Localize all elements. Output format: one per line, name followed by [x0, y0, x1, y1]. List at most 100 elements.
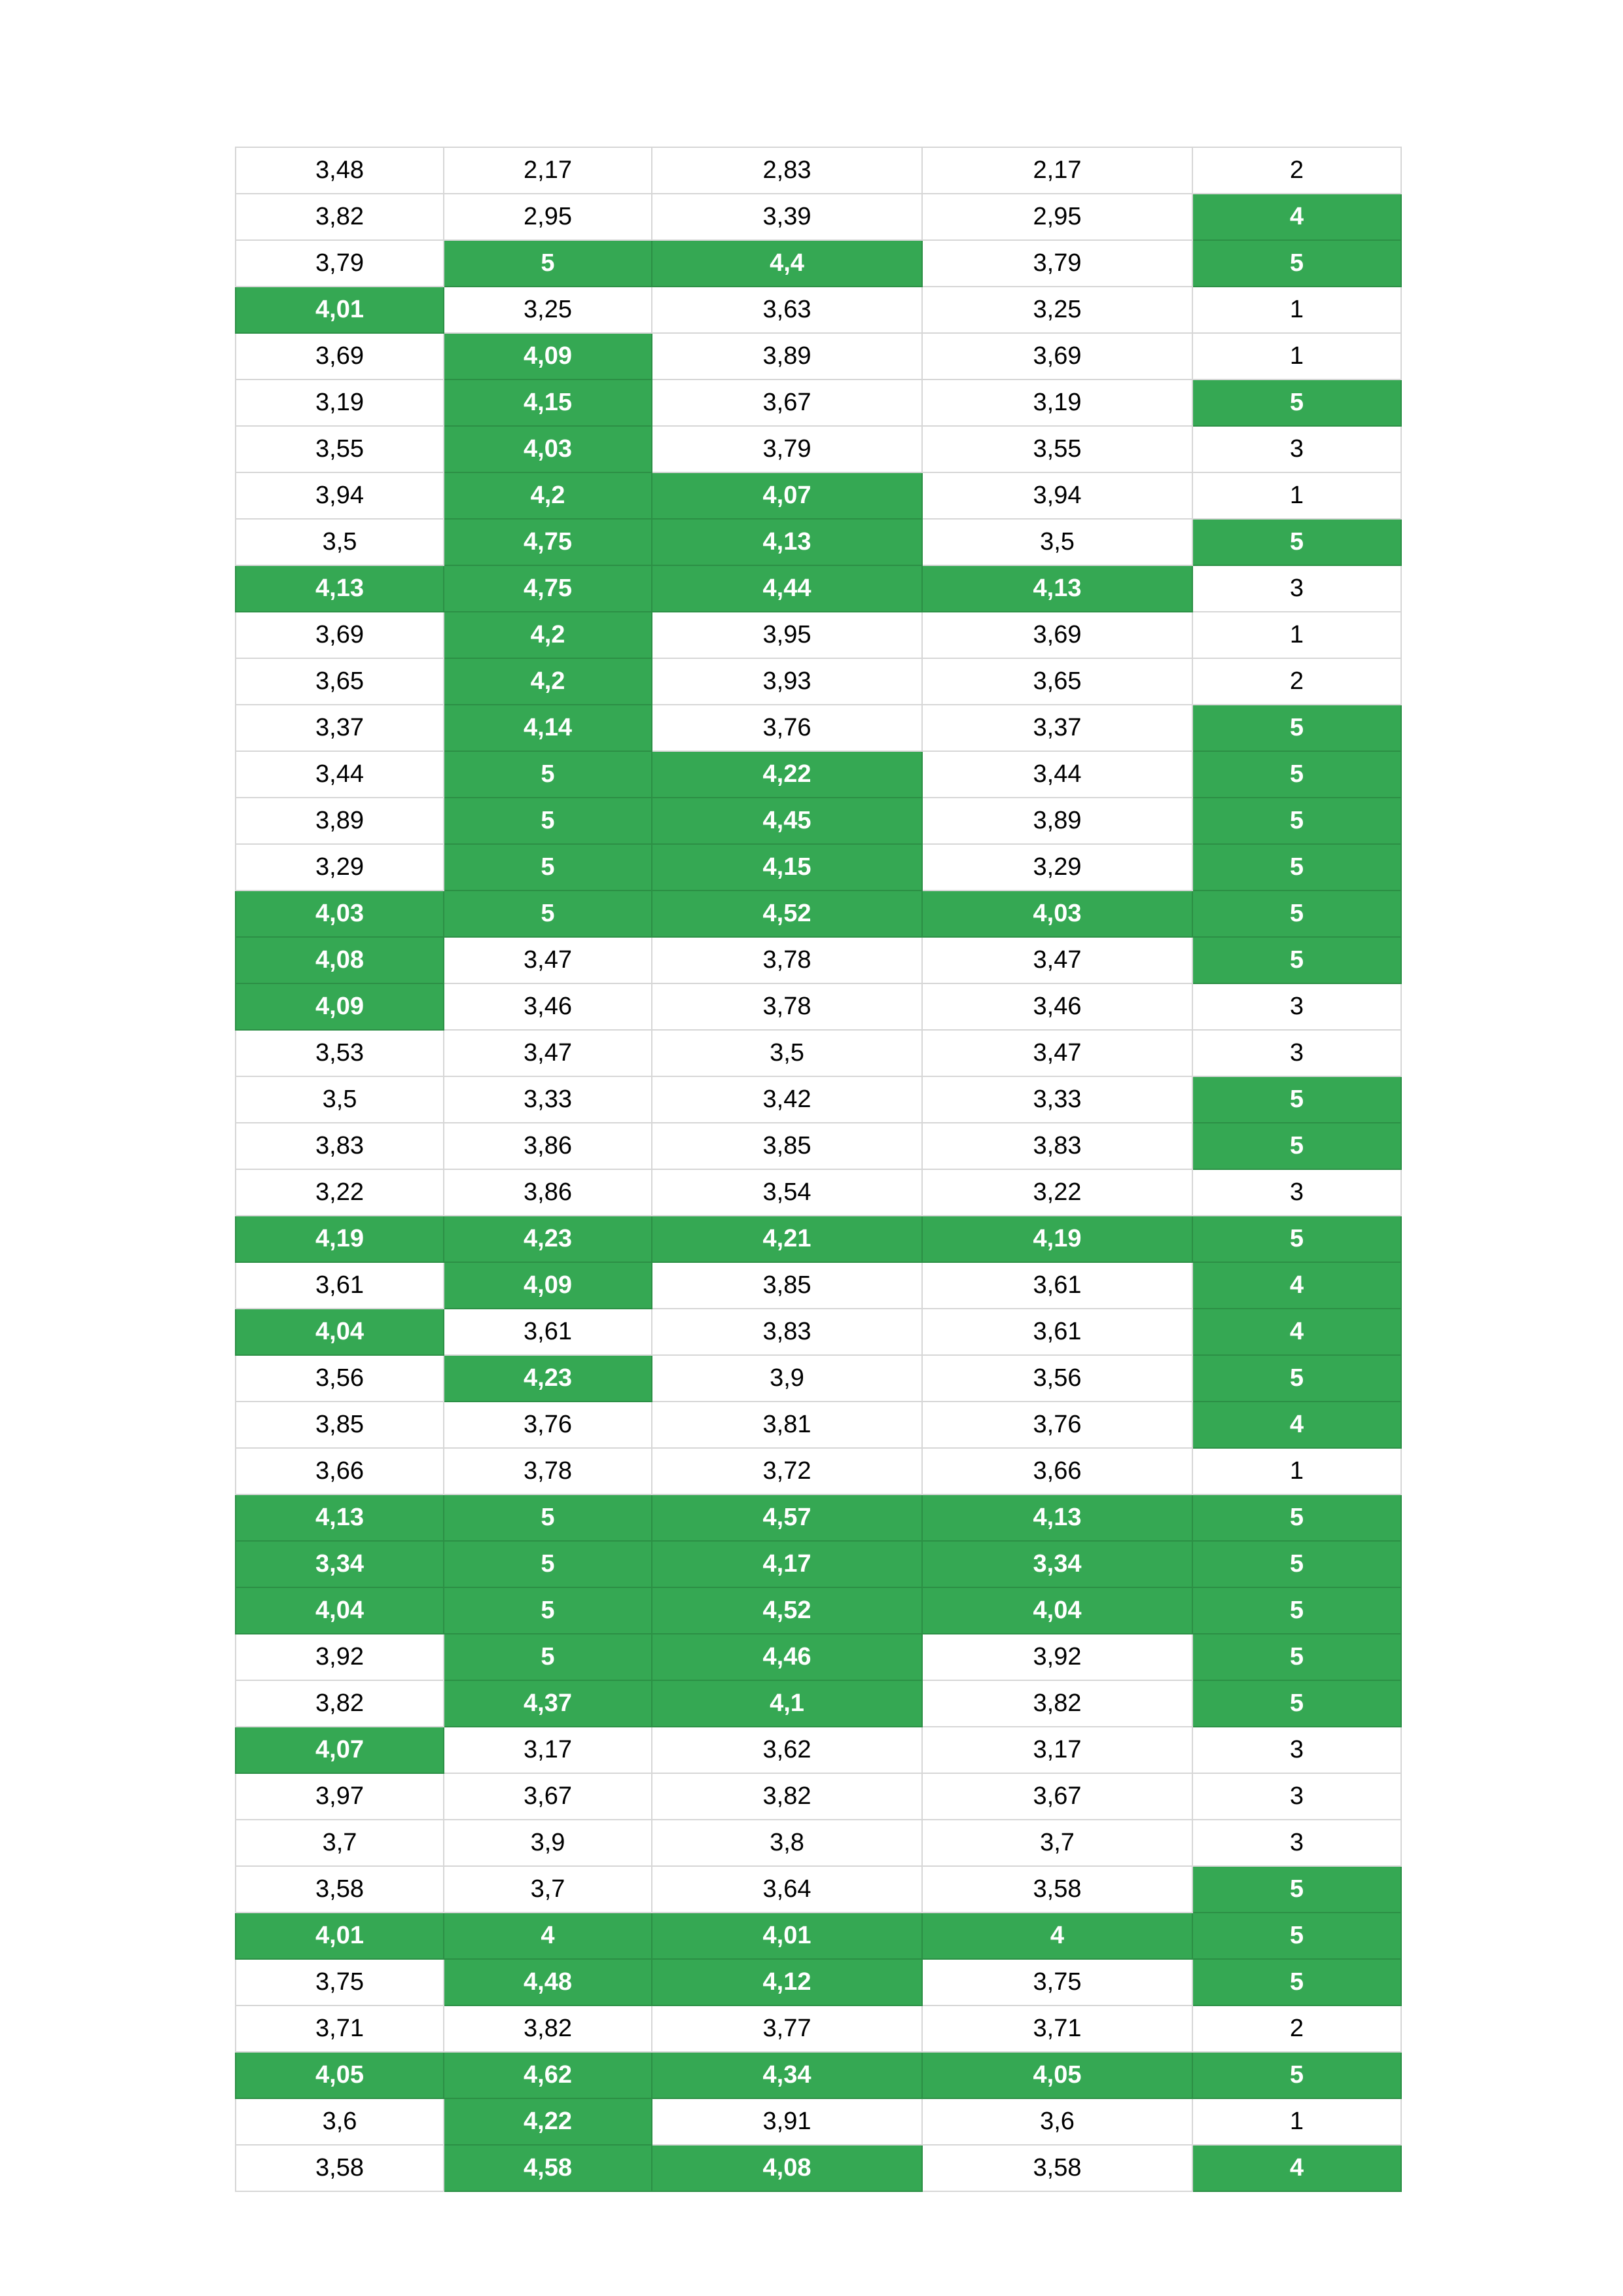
table-row: 3,65 4,2 3,93 3,65 2 [235, 658, 1402, 705]
table-row: 3,37 4,14 3,76 3,37 5 [235, 704, 1402, 752]
table-row: 3,58 4,58 4,08 3,58 4 [235, 2144, 1402, 2192]
table-cell-col-1: 3,7 [235, 1819, 444, 1867]
table-cell-col-4-highlighted: 4,13 [921, 565, 1193, 612]
table-cell-col-4: 3,55 [921, 425, 1193, 473]
table-cell-col-2-highlighted: 4,14 [443, 704, 652, 752]
table-cell-col-2-highlighted: 5 [443, 751, 652, 798]
table-cell-col-2: 3,17 [443, 1726, 652, 1774]
table-cell-col-2: 3,67 [443, 1773, 652, 1820]
table-cell-col-1-highlighted: 4,08 [235, 936, 444, 984]
table-row: 3,61 4,09 3,85 3,61 4 [235, 1262, 1402, 1309]
table-cell-col-5-highlighted: 4 [1192, 1262, 1402, 1309]
table-cell-col-3-highlighted: 4,13 [651, 518, 923, 566]
table-cell-col-3: 3,78 [651, 983, 923, 1031]
table-cell-col-5-highlighted: 5 [1192, 1494, 1402, 1542]
table-cell-col-4-highlighted: 3,34 [921, 1540, 1193, 1588]
table-cell-col-5: 1 [1192, 332, 1402, 380]
table-cell-col-2-highlighted: 4,2 [443, 658, 652, 705]
table-cell-col-3-highlighted: 4,07 [651, 472, 923, 520]
table-cell-col-4: 3,56 [921, 1354, 1193, 1402]
table-cell-col-5: 1 [1192, 472, 1402, 520]
table-cell-col-2-highlighted: 4,09 [443, 332, 652, 380]
table-cell-col-2-highlighted: 5 [443, 1540, 652, 1588]
table-cell-col-5-highlighted: 5 [1192, 797, 1402, 845]
table-cell-col-1-highlighted: 4,19 [235, 1215, 444, 1263]
table-cell-col-3: 3,93 [651, 658, 923, 705]
table-row: 3,85 3,76 3,81 3,76 4 [235, 1401, 1402, 1449]
table-cell-col-3-highlighted: 4,12 [651, 1958, 923, 2006]
table-cell-col-1: 3,65 [235, 658, 444, 705]
table-cell-col-2: 3,7 [443, 1865, 652, 1913]
table-cell-col-3-highlighted: 4,21 [651, 1215, 923, 1263]
table-row: 3,5 4,75 4,13 3,5 5 [235, 518, 1402, 566]
table-cell-col-1: 3,58 [235, 2144, 444, 2192]
table-cell-col-1-highlighted: 4,01 [235, 286, 444, 334]
table-cell-col-1-highlighted: 4,05 [235, 2051, 444, 2099]
table-cell-col-3: 3,67 [651, 379, 923, 427]
table-cell-col-5: 3 [1192, 565, 1402, 612]
table-cell-col-5: 3 [1192, 1029, 1402, 1077]
table-cell-col-2-highlighted: 4,23 [443, 1215, 652, 1263]
table-cell-col-1: 3,37 [235, 704, 444, 752]
table-cell-col-2-highlighted: 4,22 [443, 2098, 652, 2146]
table-cell-col-5-highlighted: 5 [1192, 1122, 1402, 1170]
table-row: 3,44 5 4,22 3,44 5 [235, 751, 1402, 798]
table-row: 3,5 3,33 3,42 3,33 5 [235, 1076, 1402, 1123]
table-row: 3,48 2,17 2,83 2,17 2 [235, 147, 1402, 194]
table-cell-col-1: 3,89 [235, 797, 444, 845]
table-cell-col-1-highlighted: 4,04 [235, 1308, 444, 1356]
table-cell-col-1: 3,85 [235, 1401, 444, 1449]
table-cell-col-5-highlighted: 5 [1192, 1076, 1402, 1123]
table-row: 4,07 3,17 3,62 3,17 3 [235, 1726, 1402, 1774]
table-cell-col-4-highlighted: 4,03 [921, 890, 1193, 938]
table-cell-col-3-highlighted: 4,17 [651, 1540, 923, 1588]
table-row: 3,79 5 4,4 3,79 5 [235, 239, 1402, 287]
table-cell-col-5-highlighted: 5 [1192, 1958, 1402, 2006]
table-cell-col-2-highlighted: 4,23 [443, 1354, 652, 1402]
table-cell-col-3: 3,95 [651, 611, 923, 659]
table-row: 4,03 5 4,52 4,03 5 [235, 890, 1402, 938]
table-cell-col-3: 3,83 [651, 1308, 923, 1356]
table-cell-col-5-highlighted: 5 [1192, 1587, 1402, 1634]
table-cell-col-4: 3,76 [921, 1401, 1193, 1449]
table-cell-col-2-highlighted: 4,75 [443, 518, 652, 566]
table-row: 3,69 4,2 3,95 3,69 1 [235, 611, 1402, 659]
table-cell-col-3: 3,77 [651, 2005, 923, 2053]
table-row: 3,89 5 4,45 3,89 5 [235, 797, 1402, 845]
table-row: 3,82 2,95 3,39 2,95 4 [235, 193, 1402, 241]
table-cell-col-4: 3,58 [921, 1865, 1193, 1913]
table-cell-col-2: 3,86 [443, 1169, 652, 1216]
table-cell-col-4: 3,25 [921, 286, 1193, 334]
table-cell-col-4: 3,66 [921, 1447, 1193, 1495]
table-cell-col-5-highlighted: 5 [1192, 1540, 1402, 1588]
table-cell-col-5-highlighted: 4 [1192, 2144, 1402, 2192]
table-cell-col-2: 3,76 [443, 1401, 652, 1449]
table-cell-col-1-highlighted: 4,01 [235, 1912, 444, 1960]
table-cell-col-2-highlighted: 4,62 [443, 2051, 652, 2099]
table-row: 3,22 3,86 3,54 3,22 3 [235, 1169, 1402, 1216]
table-cell-col-5: 2 [1192, 147, 1402, 194]
table-row: 4,04 5 4,52 4,04 5 [235, 1587, 1402, 1634]
table-cell-col-2-highlighted: 4,37 [443, 1680, 652, 1727]
table-row: 3,69 4,09 3,89 3,69 1 [235, 332, 1402, 380]
table-cell-col-3-highlighted: 4,08 [651, 2144, 923, 2192]
table-cell-col-2-highlighted: 5 [443, 239, 652, 287]
table-cell-col-4: 3,79 [921, 239, 1193, 287]
table-cell-col-4-highlighted: 4,04 [921, 1587, 1193, 1634]
table-cell-col-4-highlighted: 4,13 [921, 1494, 1193, 1542]
table-cell-col-1: 3,92 [235, 1633, 444, 1681]
table-cell-col-5-highlighted: 5 [1192, 704, 1402, 752]
table-cell-col-4: 3,47 [921, 936, 1193, 984]
table-cell-col-1: 3,69 [235, 611, 444, 659]
table-cell-col-1: 3,29 [235, 843, 444, 891]
table-row: 4,13 5 4,57 4,13 5 [235, 1494, 1402, 1542]
table-row: 3,83 3,86 3,85 3,83 5 [235, 1122, 1402, 1170]
table-cell-col-1-highlighted: 4,13 [235, 565, 444, 612]
table-cell-col-2: 3,47 [443, 1029, 652, 1077]
table-cell-col-5-highlighted: 5 [1192, 890, 1402, 938]
table-cell-col-4-highlighted: 4 [921, 1912, 1193, 1960]
table-cell-col-2: 2,17 [443, 147, 652, 194]
table-cell-col-2-highlighted: 5 [443, 843, 652, 891]
table-cell-col-1: 3,66 [235, 1447, 444, 1495]
table-cell-col-1: 3,97 [235, 1773, 444, 1820]
